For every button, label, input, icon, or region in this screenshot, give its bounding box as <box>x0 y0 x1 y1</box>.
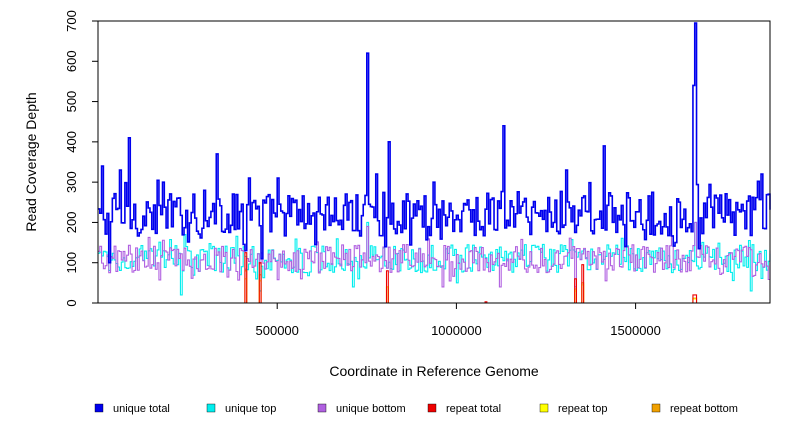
x-tick-label: 1000000 <box>431 323 482 338</box>
legend-label: unique top <box>225 403 276 415</box>
y-tick-label: 300 <box>64 171 79 193</box>
legend-swatch <box>206 403 216 413</box>
y-tick-label: 0 <box>64 299 79 306</box>
legend-swatch <box>427 403 437 413</box>
y-axis: 0 100 200 300 400 500 600 700 <box>64 10 98 307</box>
legend-swatch <box>539 403 549 413</box>
y-tick-label: 600 <box>64 50 79 72</box>
y-axis-title: Read Coverage Depth <box>23 92 39 231</box>
series-line-repeat-bottom <box>98 270 770 304</box>
series-layer <box>98 22 771 304</box>
series-line-unique-bottom <box>98 221 771 288</box>
plot-frame <box>97 20 771 304</box>
y-tick-label: 500 <box>64 91 79 113</box>
x-tick-label: 1500000 <box>610 323 661 338</box>
series-line-repeat-top <box>98 278 770 304</box>
y-tick-label: 400 <box>64 131 79 153</box>
legend-label: unique bottom <box>336 403 406 415</box>
y-tick-label: 700 <box>64 10 79 32</box>
legend-label: repeat total <box>446 403 501 415</box>
y-tick-label: 200 <box>64 212 79 234</box>
legend-swatch <box>94 403 104 413</box>
y-tick-label: 100 <box>64 252 79 274</box>
legend-swatch <box>651 403 661 413</box>
legend-label: repeat bottom <box>670 403 738 415</box>
series-line-unique-total <box>98 22 771 264</box>
legend-label: unique total <box>113 403 170 415</box>
x-axis: 500000 1000000 1500000 <box>256 303 661 338</box>
legend-swatch <box>317 403 327 413</box>
legend: unique total unique top unique bottom repea… <box>94 403 738 415</box>
legend-label: repeat top <box>558 403 608 415</box>
x-tick-label: 500000 <box>256 323 299 338</box>
x-axis-title: Coordinate in Reference Genome <box>329 363 539 379</box>
